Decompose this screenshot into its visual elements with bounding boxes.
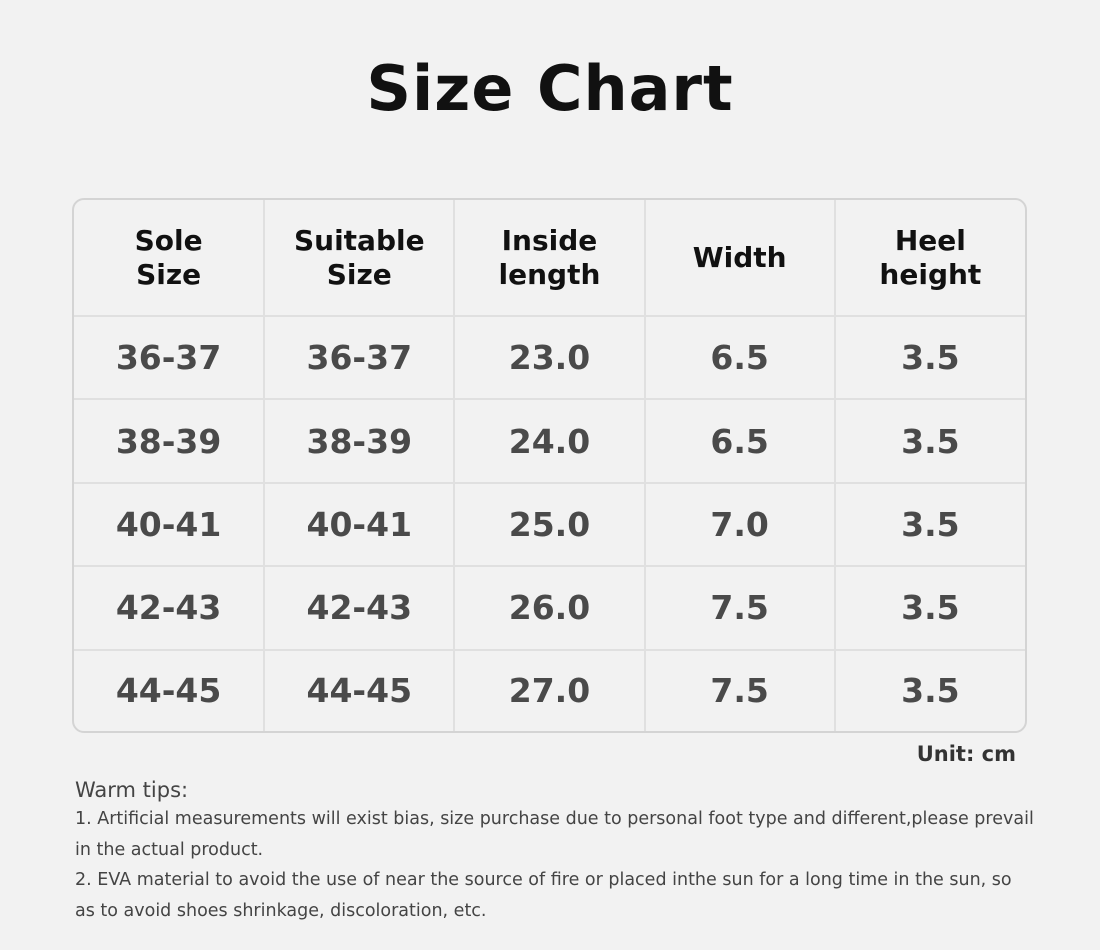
table-row: 38-39 38-39 24.0 6.5 3.5: [74, 398, 1025, 484]
unit-label: Unit: cm: [916, 742, 1016, 766]
column-header-line: Inside: [501, 223, 598, 257]
table-cell: 23.0: [453, 314, 646, 401]
tip-item: 1. Artificial measurements will exist bi…: [75, 809, 1034, 860]
table-cell: 44-45: [263, 648, 456, 731]
column-header: Heel height: [833, 200, 1025, 317]
column-header-line: Heel: [894, 223, 966, 257]
table-cell: 38-39: [74, 398, 266, 484]
table-cell: 3.5: [833, 481, 1025, 568]
table-cell: 7.0: [643, 481, 836, 568]
table-cell: 3.5: [833, 648, 1025, 731]
table-cell: 26.0: [453, 565, 646, 651]
table-cell: 3.5: [833, 314, 1025, 401]
tip-item: 2. EVA material to avoid the use of near…: [75, 870, 1012, 921]
column-header: Sole Size: [74, 200, 266, 317]
column-header: Width: [643, 200, 836, 317]
table-cell: 7.5: [643, 565, 836, 651]
table-cell: 36-37: [263, 314, 456, 401]
column-header-line: Sole: [134, 223, 203, 257]
table-cell: 38-39: [263, 398, 456, 484]
column-header-line: Size: [136, 257, 202, 291]
column-header-line: height: [879, 257, 982, 291]
warm-tips: Warm tips: 1. Artificial measurements wi…: [75, 776, 1035, 926]
table-cell: 44-45: [74, 648, 266, 731]
tips-heading: Warm tips:: [75, 778, 189, 802]
table-cell: 42-43: [74, 565, 266, 651]
table-cell: 6.5: [643, 314, 836, 401]
table-cell: 25.0: [453, 481, 646, 568]
size-table: Sole Size Suitable Size Inside length Width Hee…: [72, 198, 1027, 733]
table-cell: 3.5: [833, 565, 1025, 651]
table-row: 36-37 36-37 23.0 6.5 3.5: [74, 314, 1025, 401]
page-title: Size Chart: [366, 52, 734, 125]
table-cell: 27.0: [453, 648, 646, 731]
table-cell: 36-37: [74, 314, 266, 401]
column-header-line: Suitable: [293, 223, 425, 257]
table-row: 44-45 44-45 27.0 7.5 3.5: [74, 648, 1025, 731]
column-header-line: Width: [692, 240, 787, 274]
column-header-line: length: [498, 257, 601, 291]
table-cell: 6.5: [643, 398, 836, 484]
table-cell: 7.5: [643, 648, 836, 731]
table-cell: 3.5: [833, 398, 1025, 484]
table-cell: 42-43: [263, 565, 456, 651]
table-header-row: Sole Size Suitable Size Inside length Width Hee…: [74, 200, 1025, 317]
column-header: Suitable Size: [263, 200, 456, 317]
table-cell: 24.0: [453, 398, 646, 484]
column-header: Inside length: [453, 200, 646, 317]
table-row: 40-41 40-41 25.0 7.0 3.5: [74, 481, 1025, 568]
table-cell: 40-41: [263, 481, 456, 568]
table-cell: 40-41: [74, 481, 266, 568]
column-header-line: Size: [326, 257, 392, 291]
table-row: 42-43 42-43 26.0 7.5 3.5: [74, 565, 1025, 651]
